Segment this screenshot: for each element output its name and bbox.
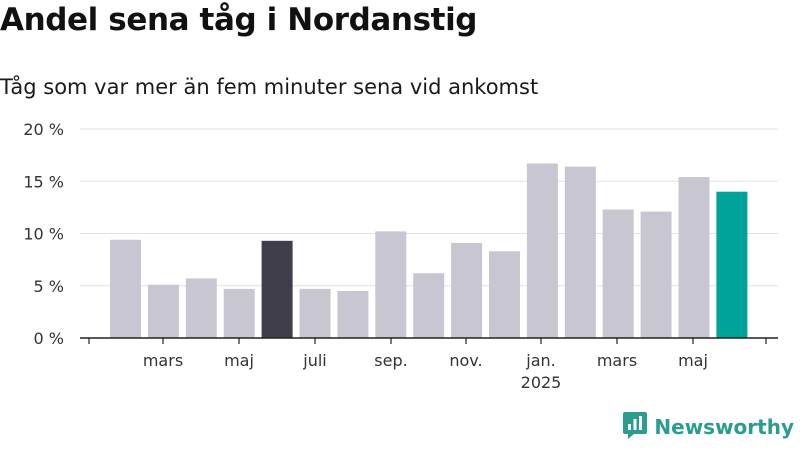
brand-logo: Newsworthy [622, 410, 794, 444]
brand-name: Newsworthy [654, 415, 794, 439]
bar [716, 191, 748, 338]
bar [337, 290, 369, 338]
x-tick-label: nov. [449, 351, 482, 370]
bar [185, 278, 217, 338]
x-axis-ticks: mars maj juli sep. nov. jan. mars maj 2025 [143, 351, 708, 392]
bar [147, 284, 179, 338]
bar [261, 240, 293, 338]
x-axis [80, 337, 778, 344]
newsworthy-logo-icon [622, 410, 648, 444]
bars [110, 163, 748, 338]
y-tick-label: 20 % [23, 120, 64, 139]
bar [489, 251, 520, 338]
x-tick-label: juli [302, 351, 326, 370]
chart-title: Andel sena tåg i Nordanstig [0, 2, 478, 38]
y-tick-label: 5 % [34, 277, 64, 296]
x-tick-label: mars [143, 351, 183, 370]
bar [375, 231, 407, 338]
x-tick-label: maj [224, 351, 254, 370]
x-tick-label: jan. [525, 351, 555, 370]
x-tick-label: sep. [374, 351, 407, 370]
chart-subtitle: Tåg som var mer än fem minuter sena vid … [0, 75, 539, 99]
bar [640, 211, 672, 338]
y-tick-label: 10 % [23, 225, 64, 244]
gridlines [80, 128, 778, 287]
x-year-label: 2025 [521, 373, 562, 392]
bar [451, 242, 483, 338]
bar [223, 288, 255, 338]
bar [564, 166, 596, 338]
bar [110, 239, 141, 338]
bar [299, 288, 331, 338]
bar [413, 273, 445, 338]
x-tick-label: maj [678, 351, 708, 370]
bar [526, 163, 558, 338]
y-tick-label: 0 % [34, 329, 64, 348]
bar [678, 177, 710, 338]
bar [602, 209, 634, 338]
y-axis-ticks: 0 % 5 % 10 % 15 % 20 % [23, 120, 64, 348]
x-tick-label: mars [597, 351, 637, 370]
y-tick-label: 15 % [23, 172, 64, 191]
